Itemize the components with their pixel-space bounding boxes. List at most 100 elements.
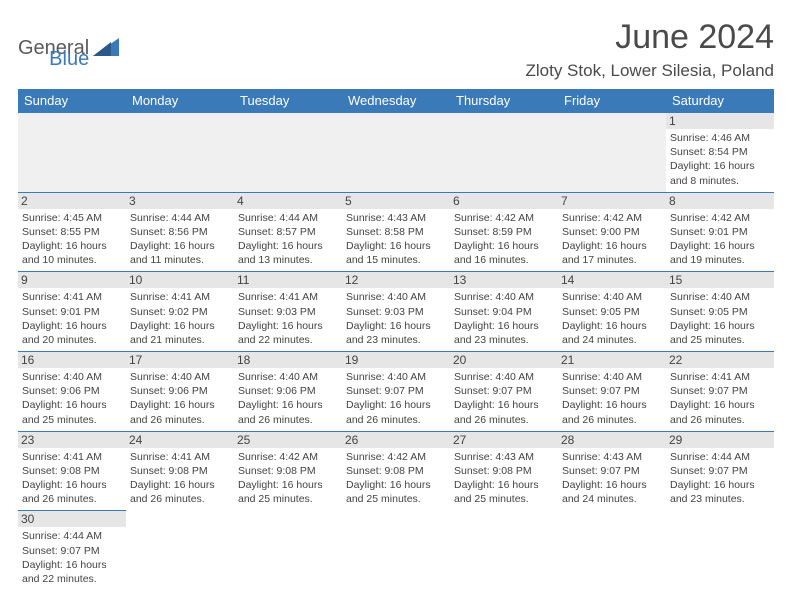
sunset-line: Sunset: 9:01 PM	[670, 225, 770, 239]
calendar-cell: 2Sunrise: 4:45 AMSunset: 8:55 PMDaylight…	[18, 192, 126, 272]
sunrise-line: Sunrise: 4:40 AM	[454, 290, 554, 304]
sunset-line: Sunset: 8:59 PM	[454, 225, 554, 239]
day-number: 18	[234, 352, 342, 368]
sunrise-line: Sunrise: 4:42 AM	[454, 211, 554, 225]
daylight-line: Daylight: 16 hours	[670, 239, 770, 253]
sunrise-line: Sunrise: 4:42 AM	[238, 450, 338, 464]
sunrise-line: Sunrise: 4:44 AM	[130, 211, 230, 225]
daylight-line: Daylight: 16 hours	[130, 478, 230, 492]
calendar-cell: 14Sunrise: 4:40 AMSunset: 9:05 PMDayligh…	[558, 272, 666, 352]
day-number: 9	[18, 272, 126, 288]
logo: General Blue	[18, 18, 89, 71]
sunrise-line: Sunrise: 4:44 AM	[670, 450, 770, 464]
title-block: June 2024 Zloty Stok, Lower Silesia, Pol…	[525, 18, 774, 81]
sunset-line: Sunset: 9:01 PM	[22, 305, 122, 319]
day-number: 7	[558, 193, 666, 209]
daylight-line: Daylight: 16 hours	[130, 239, 230, 253]
sunrise-line: Sunrise: 4:40 AM	[346, 290, 446, 304]
calendar-cell: 17Sunrise: 4:40 AMSunset: 9:06 PMDayligh…	[126, 352, 234, 432]
day-number: 30	[18, 511, 126, 527]
calendar-row: 30Sunrise: 4:44 AMSunset: 9:07 PMDayligh…	[18, 511, 774, 590]
calendar-cell	[558, 511, 666, 590]
daylight-line: and 26 minutes.	[130, 492, 230, 506]
sunset-line: Sunset: 8:56 PM	[130, 225, 230, 239]
weekday-header: Friday	[558, 89, 666, 113]
daylight-line: Daylight: 16 hours	[130, 319, 230, 333]
day-number: 3	[126, 193, 234, 209]
calendar-row: 2Sunrise: 4:45 AMSunset: 8:55 PMDaylight…	[18, 192, 774, 272]
calendar-cell: 24Sunrise: 4:41 AMSunset: 9:08 PMDayligh…	[126, 431, 234, 511]
sunset-line: Sunset: 9:00 PM	[562, 225, 662, 239]
sunset-line: Sunset: 9:08 PM	[22, 464, 122, 478]
daylight-line: and 22 minutes.	[238, 333, 338, 347]
calendar-cell: 8Sunrise: 4:42 AMSunset: 9:01 PMDaylight…	[666, 192, 774, 272]
sunrise-line: Sunrise: 4:40 AM	[670, 290, 770, 304]
calendar-row: 1Sunrise: 4:46 AMSunset: 8:54 PMDaylight…	[18, 113, 774, 193]
daylight-line: and 19 minutes.	[670, 253, 770, 267]
daylight-line: and 11 minutes.	[130, 253, 230, 267]
daylight-line: Daylight: 16 hours	[238, 319, 338, 333]
sunset-line: Sunset: 8:54 PM	[670, 145, 770, 159]
calendar-cell: 4Sunrise: 4:44 AMSunset: 8:57 PMDaylight…	[234, 192, 342, 272]
daylight-line: Daylight: 16 hours	[562, 319, 662, 333]
daylight-line: Daylight: 16 hours	[562, 239, 662, 253]
sunrise-line: Sunrise: 4:40 AM	[130, 370, 230, 384]
calendar-cell: 27Sunrise: 4:43 AMSunset: 9:08 PMDayligh…	[450, 431, 558, 511]
calendar-cell: 15Sunrise: 4:40 AMSunset: 9:05 PMDayligh…	[666, 272, 774, 352]
daylight-line: Daylight: 16 hours	[454, 239, 554, 253]
sunrise-line: Sunrise: 4:40 AM	[346, 370, 446, 384]
day-number: 12	[342, 272, 450, 288]
calendar-cell: 18Sunrise: 4:40 AMSunset: 9:06 PMDayligh…	[234, 352, 342, 432]
daylight-line: and 21 minutes.	[130, 333, 230, 347]
day-number: 10	[126, 272, 234, 288]
sunset-line: Sunset: 9:04 PM	[454, 305, 554, 319]
calendar-cell: 7Sunrise: 4:42 AMSunset: 9:00 PMDaylight…	[558, 192, 666, 272]
daylight-line: and 25 minutes.	[22, 413, 122, 427]
logo-text-blue: Blue	[49, 48, 89, 70]
calendar-cell: 29Sunrise: 4:44 AMSunset: 9:07 PMDayligh…	[666, 431, 774, 511]
daylight-line: Daylight: 16 hours	[670, 398, 770, 412]
daylight-line: and 26 minutes.	[238, 413, 338, 427]
daylight-line: and 23 minutes.	[346, 333, 446, 347]
day-number: 8	[666, 193, 774, 209]
calendar-cell	[126, 511, 234, 590]
calendar-cell: 25Sunrise: 4:42 AMSunset: 9:08 PMDayligh…	[234, 431, 342, 511]
day-number: 23	[18, 432, 126, 448]
sunset-line: Sunset: 9:03 PM	[346, 305, 446, 319]
calendar-row: 23Sunrise: 4:41 AMSunset: 9:08 PMDayligh…	[18, 431, 774, 511]
daylight-line: Daylight: 16 hours	[346, 319, 446, 333]
sunrise-line: Sunrise: 4:41 AM	[22, 290, 122, 304]
calendar-cell: 6Sunrise: 4:42 AMSunset: 8:59 PMDaylight…	[450, 192, 558, 272]
sunrise-line: Sunrise: 4:44 AM	[22, 529, 122, 543]
calendar-cell	[558, 113, 666, 193]
calendar-cell	[234, 113, 342, 193]
sunset-line: Sunset: 9:05 PM	[562, 305, 662, 319]
day-number: 26	[342, 432, 450, 448]
page-title: June 2024	[525, 18, 774, 57]
sunset-line: Sunset: 9:08 PM	[238, 464, 338, 478]
weekday-header: Sunday	[18, 89, 126, 113]
sunrise-line: Sunrise: 4:40 AM	[22, 370, 122, 384]
daylight-line: Daylight: 16 hours	[130, 398, 230, 412]
sunrise-line: Sunrise: 4:42 AM	[346, 450, 446, 464]
sunset-line: Sunset: 9:08 PM	[130, 464, 230, 478]
calendar-cell: 30Sunrise: 4:44 AMSunset: 9:07 PMDayligh…	[18, 511, 126, 590]
daylight-line: and 26 minutes.	[130, 413, 230, 427]
daylight-line: and 24 minutes.	[562, 333, 662, 347]
daylight-line: Daylight: 16 hours	[670, 159, 770, 173]
sunrise-line: Sunrise: 4:41 AM	[670, 370, 770, 384]
calendar-cell	[18, 113, 126, 193]
calendar-cell: 19Sunrise: 4:40 AMSunset: 9:07 PMDayligh…	[342, 352, 450, 432]
sunrise-line: Sunrise: 4:46 AM	[670, 131, 770, 145]
daylight-line: Daylight: 16 hours	[22, 558, 122, 572]
day-number: 2	[18, 193, 126, 209]
weekday-header: Wednesday	[342, 89, 450, 113]
daylight-line: Daylight: 16 hours	[562, 398, 662, 412]
daylight-line: Daylight: 16 hours	[454, 478, 554, 492]
calendar-cell	[666, 511, 774, 590]
sunrise-line: Sunrise: 4:44 AM	[238, 211, 338, 225]
day-number: 21	[558, 352, 666, 368]
calendar-cell	[342, 511, 450, 590]
calendar-cell: 5Sunrise: 4:43 AMSunset: 8:58 PMDaylight…	[342, 192, 450, 272]
daylight-line: Daylight: 16 hours	[670, 319, 770, 333]
